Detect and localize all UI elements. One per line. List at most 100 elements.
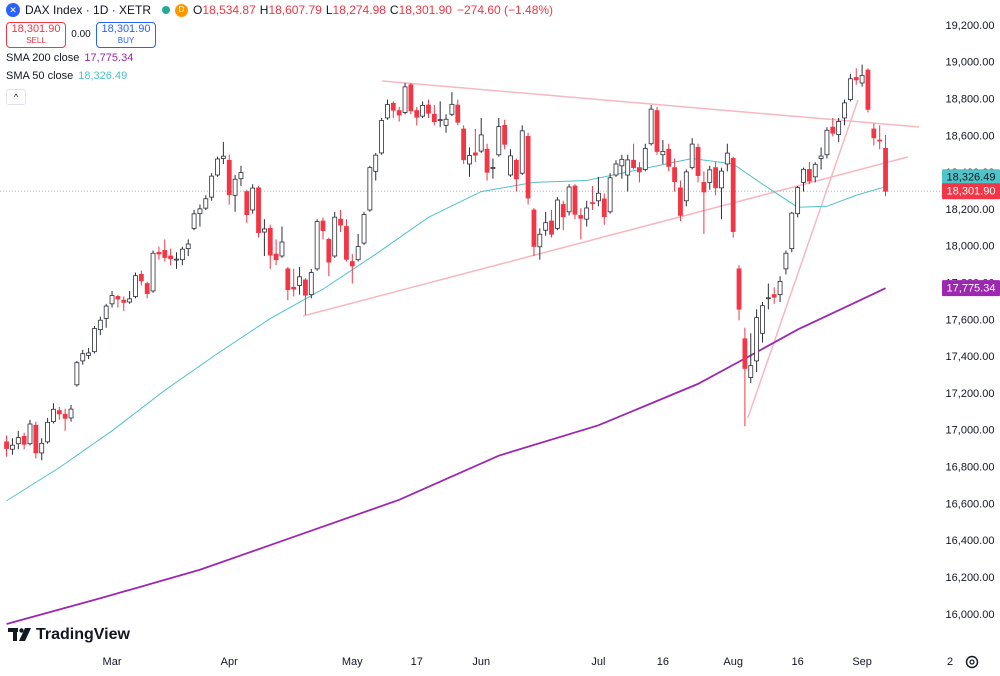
candle-body <box>502 124 508 145</box>
candle-body <box>496 126 502 156</box>
candle-body <box>554 199 560 229</box>
candle-body <box>783 252 789 270</box>
candle-body <box>508 155 513 176</box>
candle-body <box>648 108 654 145</box>
indicator-value: 17,775.34 <box>84 52 134 64</box>
candle-body <box>431 113 437 123</box>
candle-body <box>121 299 127 303</box>
candle-body <box>437 119 443 122</box>
candle-body <box>806 169 812 182</box>
buy-button[interactable]: 18,301.90 BUY <box>96 22 156 48</box>
ohlc-key: L <box>325 3 333 17</box>
candle-body <box>713 167 719 189</box>
candle-body <box>484 148 490 173</box>
candle-body <box>771 294 777 298</box>
watermark-logo <box>8 628 31 641</box>
settings-icon[interactable] <box>965 655 979 669</box>
candle-body <box>408 84 414 112</box>
candle-body <box>179 248 185 261</box>
candle-body <box>619 158 625 167</box>
candle-body <box>209 175 215 198</box>
candle-body <box>80 353 86 362</box>
ohlc-item: C 18,301.90 <box>390 2 452 18</box>
candle-body <box>4 441 9 449</box>
ohlc-value: 18,301.90 <box>398 3 452 17</box>
indicator-row: SMA 200 close 17,775.34 <box>6 50 553 66</box>
candle-body <box>402 86 408 113</box>
gear-ring <box>965 655 979 669</box>
candle-body <box>156 251 162 255</box>
buy-label: BUY <box>117 36 135 45</box>
candle-body <box>51 408 56 423</box>
y-tick-label: 16,400.00 <box>946 535 995 547</box>
candle-body <box>232 178 238 196</box>
candle-body <box>449 103 455 115</box>
candle-body <box>197 208 203 215</box>
change: −274.60 (−1.48%) <box>456 3 554 17</box>
candle-body <box>261 228 267 233</box>
candle-body <box>830 126 836 134</box>
indicator-name: SMA 200 close <box>6 52 80 64</box>
candle-body <box>21 435 27 445</box>
candle-body <box>56 410 62 415</box>
axes: 16,000.00 16,200.00 16,400.00 16,600.00 16,8… <box>103 20 1000 668</box>
candle-body <box>320 220 326 231</box>
candle-body <box>654 110 660 152</box>
candle-body <box>396 110 402 116</box>
candle-body <box>144 283 150 294</box>
candle-body <box>660 151 666 156</box>
price-tag-label: 18,301.90 <box>947 186 996 198</box>
y-tick-label: 18,000.00 <box>946 241 995 253</box>
candle-body <box>15 437 21 445</box>
sell-button[interactable]: 18,301.90 SELL <box>6 22 66 48</box>
y-tick-label: 16,000.00 <box>946 609 995 621</box>
candle-body <box>115 296 121 300</box>
market-status <box>162 6 171 14</box>
candle-body <box>625 159 631 176</box>
x-tick-label: Sep <box>852 656 872 668</box>
symbol-title[interactable]: DAX Index · 1D · XETR <box>25 3 152 17</box>
candle-body <box>584 207 590 220</box>
x-tick-label: Apr <box>221 656 238 668</box>
y-tick-label: 16,600.00 <box>946 498 995 510</box>
sma-line <box>6 157 886 502</box>
candle-body <box>812 163 818 178</box>
candle-body <box>250 187 256 211</box>
y-tick-label: 17,400.00 <box>946 351 995 363</box>
candle-body <box>92 328 97 353</box>
candle-body <box>244 191 250 215</box>
candle-body <box>590 202 595 205</box>
price-tag <box>942 280 1000 297</box>
candle-body <box>291 286 297 290</box>
legend-panel: ✕ DAX Index · 1D · XETR D O 18,534.87 H 18,… <box>6 2 553 105</box>
candle-body <box>760 305 765 334</box>
y-tick-label: 18,200.00 <box>946 204 995 216</box>
candle-body <box>86 352 91 356</box>
candle-body <box>847 78 853 100</box>
ohlc-value: 18,607.79 <box>268 3 322 17</box>
candle-body <box>461 128 467 161</box>
logo-part <box>19 628 31 641</box>
candle-body <box>361 214 367 244</box>
collapse-button[interactable]: ^ <box>6 89 26 105</box>
candle-body <box>818 155 824 159</box>
x-tick-label: 16 <box>792 656 804 668</box>
candle-body <box>68 408 74 419</box>
candle-body <box>572 185 578 215</box>
y-tick-label: 17,600.00 <box>946 314 995 326</box>
candle-body <box>414 110 420 118</box>
candle-body <box>109 295 115 305</box>
ohlc-item: O 18,534.87 <box>193 2 256 18</box>
candle-body <box>420 105 426 117</box>
candle-body <box>267 227 273 256</box>
candle-body <box>297 276 302 286</box>
delay-badge: D <box>175 3 189 17</box>
ohlc-key: H <box>259 3 269 17</box>
candle-body <box>719 170 724 189</box>
indicator-legend: SMA 200 close 17,775.34 SMA 50 close 18,326… <box>6 50 553 84</box>
candle-body <box>730 158 736 232</box>
candle-body <box>765 297 771 300</box>
candle-body <box>801 168 806 183</box>
candle-body <box>256 187 261 234</box>
candle-body <box>789 212 795 250</box>
